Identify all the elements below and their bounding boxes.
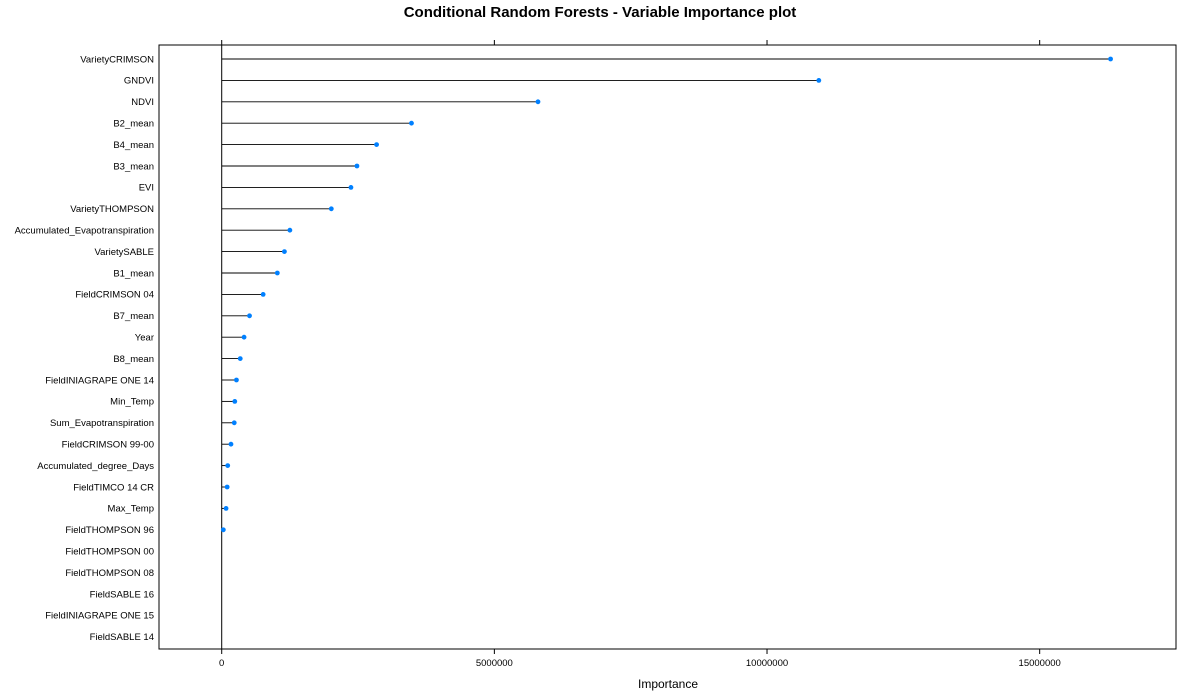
data-point [260, 292, 266, 297]
category-label: FieldSABLE 14 [90, 632, 154, 643]
data-point [328, 206, 334, 212]
data-point [241, 334, 247, 340]
category-label: Min_Temp [110, 397, 154, 408]
category-label: FieldTHOMPSON 08 [65, 568, 154, 579]
category-label: Sum_Evapotranspiration [50, 418, 154, 429]
category-label: B3_mean [113, 161, 154, 172]
data-point [374, 142, 379, 148]
stems-group [221, 58, 1111, 531]
data-point [231, 420, 237, 426]
category-label: B7_mean [113, 311, 154, 322]
data-point [409, 120, 414, 126]
data-point [223, 506, 229, 511]
category-label: NDVI [131, 97, 154, 108]
data-point [220, 527, 226, 533]
category-label: GNDVI [124, 76, 154, 87]
category-label: FieldTHOMPSON 00 [65, 547, 154, 558]
category-label: B8_mean [113, 354, 154, 365]
data-point [816, 78, 822, 83]
category-label: FieldINIAGRAPE ONE 15 [45, 611, 154, 622]
category-label: VarietyTHOMPSON [70, 204, 154, 215]
category-label: B2_mean [113, 119, 154, 130]
x-axis-title: Importance [638, 677, 698, 691]
plot-panel [158, 44, 1177, 650]
category-labels: VarietyCRIMSON GNDVI NDVI B2_mean B4_mean B3_… [15, 54, 155, 643]
data-point [224, 484, 230, 490]
category-label: Max_Temp [108, 504, 154, 515]
category-label: FieldTHOMPSON 96 [65, 525, 154, 536]
data-point [237, 356, 243, 361]
category-label: Year [135, 333, 154, 344]
x-tick-label: 10000000 [746, 658, 788, 669]
data-point [1108, 56, 1113, 62]
data-point [535, 99, 541, 105]
data-point [274, 270, 280, 276]
data-point [232, 399, 238, 404]
x-axis-ticks: 0 5000000 10000000 15000000 [219, 40, 1061, 669]
x-tick-label: 0 [219, 658, 224, 669]
category-label: Accumulated_degree_Days [37, 461, 154, 472]
x-tick-label: 15000000 [1019, 658, 1061, 669]
data-point [354, 163, 360, 169]
category-label: FieldCRIMSON 99-00 [62, 440, 154, 451]
category-label: Accumulated_Evapotranspiration [15, 226, 154, 237]
category-label: FieldCRIMSON 04 [75, 290, 154, 301]
data-point [247, 313, 252, 319]
points-group [220, 56, 1113, 533]
x-tick-label: 5000000 [476, 658, 513, 669]
category-label: FieldSABLE 16 [90, 589, 154, 600]
data-point [287, 227, 293, 233]
data-point [282, 249, 287, 255]
category-label: VarietySABLE [95, 247, 155, 258]
category-label: B1_mean [113, 268, 154, 279]
data-point [234, 377, 239, 383]
category-label: FieldINIAGRAPE ONE 14 [45, 375, 154, 386]
category-label: VarietyCRIMSON [80, 54, 154, 65]
data-point [348, 185, 354, 190]
data-point [228, 441, 234, 447]
category-label: FieldTIMCO 14 CR [73, 482, 154, 493]
category-label: EVI [139, 183, 154, 194]
chart-title: Conditional Random Forests - Variable Im… [403, 4, 797, 21]
category-label: B4_mean [113, 140, 154, 151]
data-point [225, 463, 231, 468]
